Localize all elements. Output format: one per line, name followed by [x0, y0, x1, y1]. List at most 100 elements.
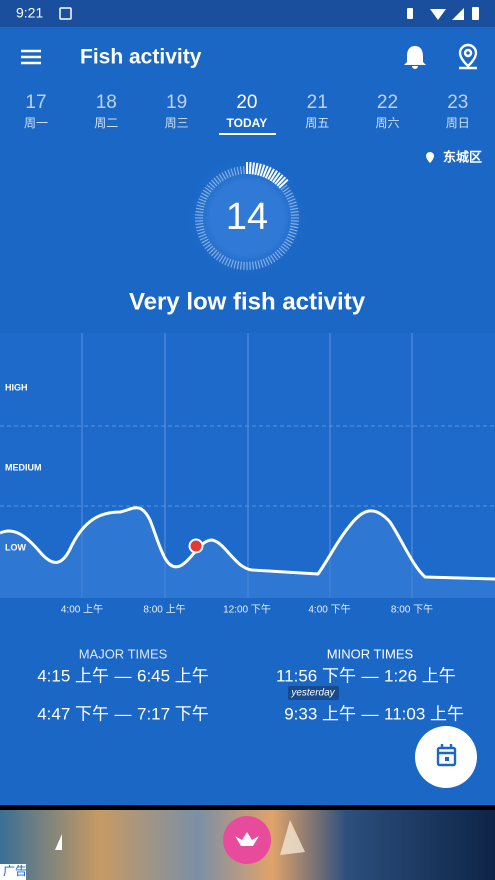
day-label: 周日: [446, 116, 470, 130]
gauge-tick: [218, 254, 224, 263]
gauge-tick: [221, 172, 227, 180]
gauge-tick: [254, 261, 258, 270]
time-end: 1:26 上午: [384, 666, 456, 685]
level-label: LOW: [5, 542, 26, 552]
status-icon: [59, 7, 72, 20]
gauge-tick: [195, 220, 204, 222]
time-labels: 4:00 上午 8:00 上午 12:00 下午 4:00 下午 8:00 下午: [61, 603, 433, 616]
gauge-tick: [285, 238, 293, 244]
day-tab[interactable]: 20 TODAY: [227, 92, 268, 130]
day-tab[interactable]: 23 周日: [446, 92, 470, 130]
day-tab[interactable]: 18 周二: [94, 92, 118, 130]
gauge-tick: [233, 260, 237, 269]
notification-button[interactable]: [404, 46, 426, 69]
time-separator: —: [362, 666, 379, 685]
gauge-tick: [287, 198, 296, 203]
day-date: 17: [25, 92, 46, 113]
day-tab[interactable]: 19 周三: [165, 92, 189, 130]
gauge-tick: [257, 260, 261, 269]
gauge-tick: [199, 236, 208, 241]
time-separator: —: [115, 666, 132, 685]
time-end: 7:17 下午: [137, 704, 209, 723]
level-label: MEDIUM: [5, 462, 42, 472]
gauge-tick: [267, 256, 273, 264]
gauge-tick: [198, 233, 207, 238]
gauge-tick: [286, 195, 295, 200]
gauge-tick: [290, 220, 299, 222]
level-label: HIGH: [5, 382, 28, 392]
menu-button[interactable]: [21, 49, 41, 65]
day-tab[interactable]: 17 周一: [24, 92, 48, 130]
gauge-tick: [198, 198, 207, 203]
gauge-tick: [270, 254, 276, 263]
gauge-tick: [260, 259, 264, 268]
status-icons: [407, 7, 479, 20]
gauge-tick: [262, 258, 267, 267]
gauge-tick: [210, 249, 218, 257]
gauge-tick: [230, 168, 234, 177]
gauge-tick: [204, 243, 212, 250]
gauge-tick: [251, 261, 255, 270]
gauge: [195, 162, 299, 270]
gauge-tick: [259, 164, 266, 177]
gauge-tick: [202, 241, 211, 247]
gauge-tick: [243, 166, 245, 175]
ad-label-background: [0, 864, 26, 880]
gauge-tick: [264, 166, 272, 179]
day-date: 21: [307, 92, 328, 113]
location-icon: [426, 152, 434, 163]
day-label: 周一: [24, 116, 48, 130]
ad-logo-mark: [235, 832, 259, 846]
gauge-tick: [199, 195, 208, 200]
gauge-tick: [204, 186, 212, 193]
gauge-tick: [213, 177, 220, 185]
ad-sail: [280, 820, 305, 855]
gauge-tick: [224, 257, 229, 266]
gauge-tick: [290, 210, 299, 214]
gauge-tick: [201, 192, 209, 198]
times: 4:15 上午 — 6:45 上午 4:47 下午 — 7:17 下午 11:56 下午 — 1…: [37, 666, 464, 723]
major-times-title: MAJOR TIMES: [79, 646, 168, 661]
gauge-glow: [185, 156, 309, 280]
gauge-tick: [280, 184, 288, 191]
gauge-tick: [239, 261, 243, 270]
gauge-tick: [288, 201, 297, 205]
gauge-tick: [262, 165, 269, 178]
gauge-tick: [236, 261, 240, 270]
location-button[interactable]: [458, 43, 478, 70]
time-label: 8:00 上午: [143, 603, 185, 616]
time-note: yesterday: [290, 688, 335, 699]
day-date: 23: [447, 92, 468, 113]
gauge-tick: [243, 261, 245, 270]
status-bar: [0, 0, 495, 27]
gauge-tick: [272, 253, 279, 261]
day-tab[interactable]: 22 周六: [375, 92, 399, 130]
gauge-tick: [288, 231, 297, 235]
gauge-tick: [233, 167, 237, 176]
status-time: 9:21: [16, 5, 43, 21]
gauge-tick: [290, 225, 299, 229]
day-date: 19: [166, 92, 187, 113]
gauge-tick: [267, 168, 275, 180]
gauge-tick: [224, 170, 229, 179]
gauge-tick: [249, 261, 251, 270]
gauge-tick: [285, 192, 293, 198]
gauge-tick: [278, 178, 289, 189]
day-tab[interactable]: 21 周五: [305, 92, 329, 130]
gauge-tick: [274, 174, 284, 185]
gauge-tick: [195, 210, 204, 214]
ad-label: 广告: [3, 864, 27, 878]
gauge-tick: [196, 228, 205, 232]
time-start: 4:15 上午: [37, 666, 109, 685]
gauge-tick: [290, 207, 299, 211]
activity-curve: [0, 506, 495, 581]
gauge-tick: [236, 166, 240, 175]
gauge-tick: [274, 251, 281, 259]
activity-description: Very low fish activity: [129, 288, 366, 315]
gauge-tick: [287, 233, 296, 238]
gauge-tick: [283, 241, 292, 247]
gauge-tick: [195, 207, 204, 211]
gauge-tick: [280, 245, 288, 252]
gauge-tick: [197, 231, 206, 235]
